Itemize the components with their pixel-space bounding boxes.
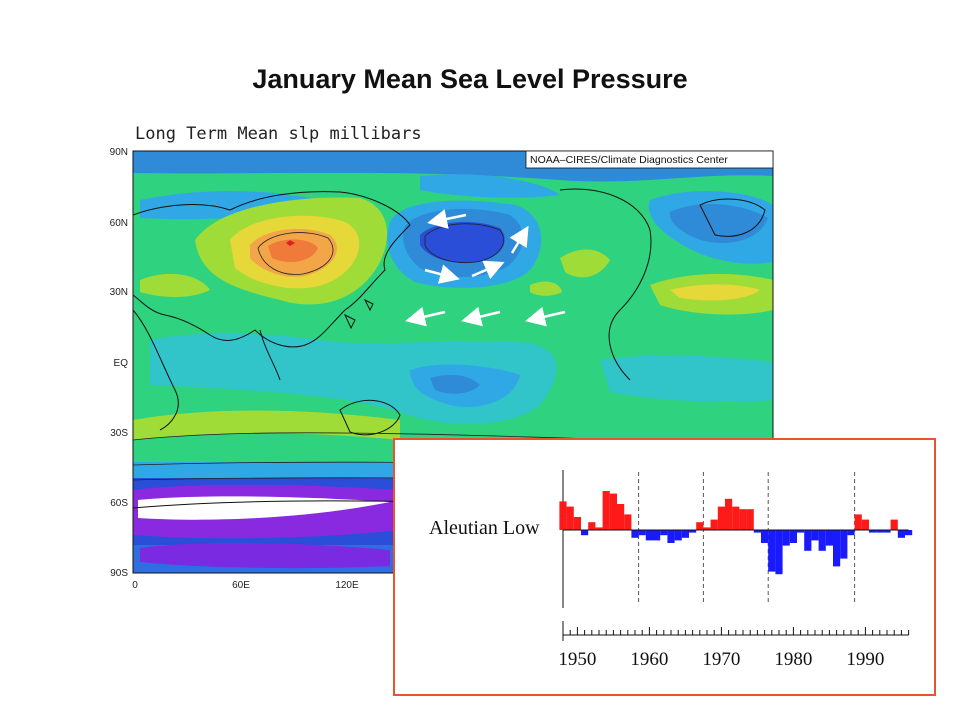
bar [797,530,805,533]
x-tick-label: 1980 [774,649,812,670]
bar [897,530,905,538]
bar [890,519,898,530]
lon-label: 0 [132,580,138,591]
lat-label: 60S [110,498,128,509]
bar [847,530,855,536]
bar [818,530,826,551]
bar [761,530,769,543]
bar [710,519,718,530]
bar [566,506,574,530]
bar [717,506,725,530]
page-title: January Mean Sea Level Pressure [252,64,688,94]
bar [602,491,610,530]
lat-label: 30N [110,287,128,298]
bar [861,519,869,530]
bar [753,530,761,533]
bar [854,514,862,530]
bar [775,530,783,575]
bar [869,530,877,533]
series-label: Aleutian Low [429,517,540,539]
bar [696,522,704,530]
bar [581,530,589,536]
bar [624,514,632,530]
bar [739,509,747,530]
bar [631,530,639,538]
lon-label: 120E [335,580,359,591]
bar [609,493,617,530]
bar [876,530,884,533]
bar [746,509,754,530]
map-title: Long Term Mean slp millibars [135,124,422,144]
bar [732,506,740,530]
bar [905,530,913,536]
bar [674,530,682,541]
bar [840,530,848,559]
x-tick-label: 1990 [846,649,884,670]
bar [660,530,668,536]
bar [768,530,776,572]
bar [782,530,790,546]
lat-label: 90S [110,568,128,579]
bar [681,530,689,538]
bar [653,530,661,541]
lon-label: 60E [232,580,250,591]
lat-label: 60N [110,218,128,229]
bar [588,522,596,530]
aleutian-low-chart: 1950 1960 1970 1980 1990 [558,470,913,670]
bar [573,517,581,530]
bar [804,530,812,551]
bar [667,530,675,543]
credit-label: NOAA–CIRES/Climate Diagnostics Center [530,154,728,166]
bar [617,504,625,530]
bar [725,498,733,530]
bar [825,530,833,546]
lat-label: 30S [110,428,128,439]
bar [811,530,819,541]
aleutian-low-inset: Aleutian Low 1950 1960 1970 1980 1990 [393,438,936,696]
x-tick-label: 1970 [702,649,740,670]
bar [638,530,646,536]
bar [833,530,841,567]
lat-label: 90N [110,147,128,158]
x-tick-label: 1950 [558,649,596,670]
bar [789,530,797,543]
bar [883,530,891,533]
bar [703,527,711,530]
bar [645,530,653,541]
bar [595,527,603,530]
x-tick-label: 1960 [630,649,668,670]
bar [559,501,567,530]
bar [689,530,697,533]
lat-label: EQ [114,358,129,369]
